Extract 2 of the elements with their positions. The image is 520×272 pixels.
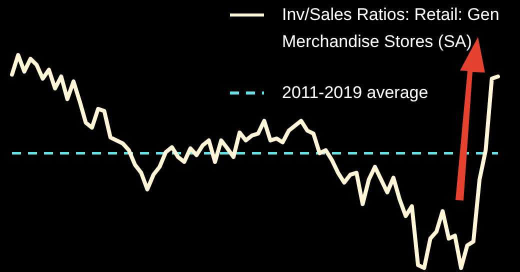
legend-label: 2011-2019 average [282, 83, 428, 102]
legend-label: Inv/Sales Ratios: Retail: Gen Merchandise Stores (SA) [282, 5, 500, 51]
